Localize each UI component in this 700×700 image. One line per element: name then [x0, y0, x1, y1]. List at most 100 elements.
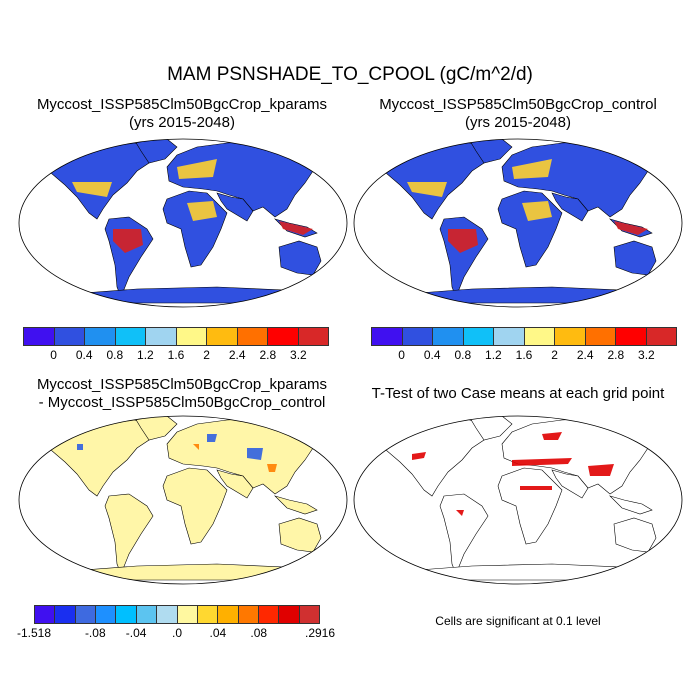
- continent-arabia-india: [551, 469, 589, 499]
- colorbar-box: [116, 606, 137, 623]
- data-field-patch: [207, 434, 217, 442]
- continent-arabia-india: [216, 192, 254, 222]
- colorbar-control: [371, 327, 677, 346]
- colorbar-box: [54, 328, 85, 345]
- colorbar-box: [616, 328, 647, 345]
- panel-4-title-line1: T-Test of two Case means at each grid po…: [371, 385, 665, 402]
- data-field-patch: [72, 182, 112, 197]
- colorbar-box: [75, 606, 97, 623]
- data-field-patch: [614, 221, 648, 235]
- colorbar-tick-label: 3.2: [290, 348, 307, 362]
- panel-1-title-line1: Myccost_ISSP585Clm50BgcCrop_kparams: [36, 96, 328, 113]
- significant-cells: [542, 432, 562, 440]
- colorbar-box: [96, 606, 117, 623]
- data-field-patch: [187, 201, 217, 221]
- colorbar-box: [207, 328, 238, 345]
- colorbar-box: [55, 606, 76, 623]
- colorbar-box: [35, 606, 56, 623]
- colorbar-tick-label: -.08: [84, 626, 106, 640]
- colorbar-box: [157, 606, 178, 623]
- colorbar-tick-label: 0.4: [423, 348, 441, 362]
- colorbar-box: [555, 328, 586, 345]
- colorbar-tick-label: 2.8: [259, 348, 277, 362]
- continent-australia: [278, 240, 322, 276]
- colorbar-tick-label: 2.4: [228, 348, 246, 362]
- map-boundary: [18, 415, 348, 585]
- continent-southeast-asia: [273, 495, 318, 515]
- colorbar-tick-label: 2: [551, 348, 558, 362]
- colorbar-box: [524, 328, 555, 345]
- map-boundary: [353, 415, 683, 585]
- colorbar-box: [646, 328, 676, 345]
- colorbar-box: [433, 328, 464, 345]
- colorbar-tick-label: .0: [171, 626, 183, 640]
- data-field-patch: [267, 464, 277, 472]
- colorbar-box: [115, 328, 146, 345]
- colorbar-box: [177, 606, 198, 623]
- continent-greenland: [134, 139, 178, 164]
- continent-antarctica: [46, 286, 318, 304]
- continent-africa: [497, 467, 563, 545]
- colorbar-box: [197, 606, 219, 623]
- colorbar-box: [494, 328, 525, 345]
- colorbar-kparams: [23, 327, 329, 346]
- map-control: [353, 138, 683, 308]
- continent-antarctica: [381, 563, 653, 581]
- significant-cells: [412, 452, 426, 460]
- colorbar-box: [268, 328, 299, 345]
- colorbar-difference: [34, 605, 320, 624]
- colorbar-box: [238, 606, 259, 623]
- colorbar-tick-label: 2: [203, 348, 210, 362]
- continent-antarctica: [46, 563, 318, 581]
- colorbar-box: [24, 328, 55, 345]
- colorbar-box: [176, 328, 207, 345]
- significant-cells: [456, 510, 464, 516]
- panel-1-title-line2: (yrs 2015-2048): [129, 114, 235, 131]
- map-boundary: [18, 138, 348, 308]
- colorbar-tick-label: -1.518: [16, 626, 52, 640]
- colorbar-box: [146, 328, 177, 345]
- map-kparams: [18, 138, 348, 308]
- colorbar-box: [258, 606, 280, 623]
- continent-south-america: [104, 493, 154, 575]
- colorbar-tick-label: 0.8: [106, 348, 124, 362]
- data-field-patch: [193, 444, 199, 450]
- map-boundary: [353, 138, 683, 308]
- continent-australia: [278, 517, 322, 553]
- colorbar-tick-label: 1.6: [515, 348, 533, 362]
- colorbar-tick-label: 0: [50, 348, 57, 362]
- continent-arabia-india: [216, 469, 254, 499]
- colorbar-box: [279, 606, 300, 623]
- colorbar-tick-label: .08: [250, 626, 268, 640]
- data-field-patch: [177, 159, 217, 179]
- panel-3-title-line2: - Myccost_ISSP585Clm50BgcCrop_control: [38, 394, 326, 411]
- continent-southeast-asia: [608, 495, 653, 515]
- significant-cells: [520, 486, 552, 490]
- data-field-patch: [512, 159, 552, 179]
- colorbar-box: [85, 328, 116, 345]
- colorbar-tick-label: 0.8: [454, 348, 472, 362]
- continent-africa: [162, 467, 228, 545]
- map-difference: [18, 415, 348, 585]
- data-field-patch: [77, 444, 83, 450]
- panel-3-title: Myccost_ISSP585Clm50BgcCrop_kparams - My…: [12, 376, 352, 412]
- colorbar-box: [585, 328, 616, 345]
- panel-2-title: Myccost_ISSP585Clm50BgcCrop_control (yrs…: [348, 96, 688, 132]
- panel-2-title-line1: Myccost_ISSP585Clm50BgcCrop_control: [379, 96, 657, 113]
- panel-4-title: T-Test of two Case means at each grid po…: [348, 385, 688, 403]
- data-field-patch: [247, 448, 263, 460]
- colorbar-box: [218, 606, 239, 623]
- continent-antarctica: [381, 286, 653, 304]
- colorbar-tick-label: 0.4: [75, 348, 93, 362]
- colorbar-box: [463, 328, 494, 345]
- colorbar-tick-label: .2916: [304, 626, 336, 640]
- colorbar-tick-label: 1.2: [137, 348, 154, 362]
- continent-australia: [613, 517, 657, 553]
- significance-note: Cells are significant at 0.1 level: [435, 614, 601, 628]
- figure-title: MAM PSNSHADE_TO_CPOOL (gC/m^2/d): [167, 64, 533, 85]
- continent-australia: [613, 240, 657, 276]
- data-field-patch: [448, 229, 478, 253]
- continent-greenland: [469, 139, 513, 164]
- data-field-patch: [522, 201, 552, 221]
